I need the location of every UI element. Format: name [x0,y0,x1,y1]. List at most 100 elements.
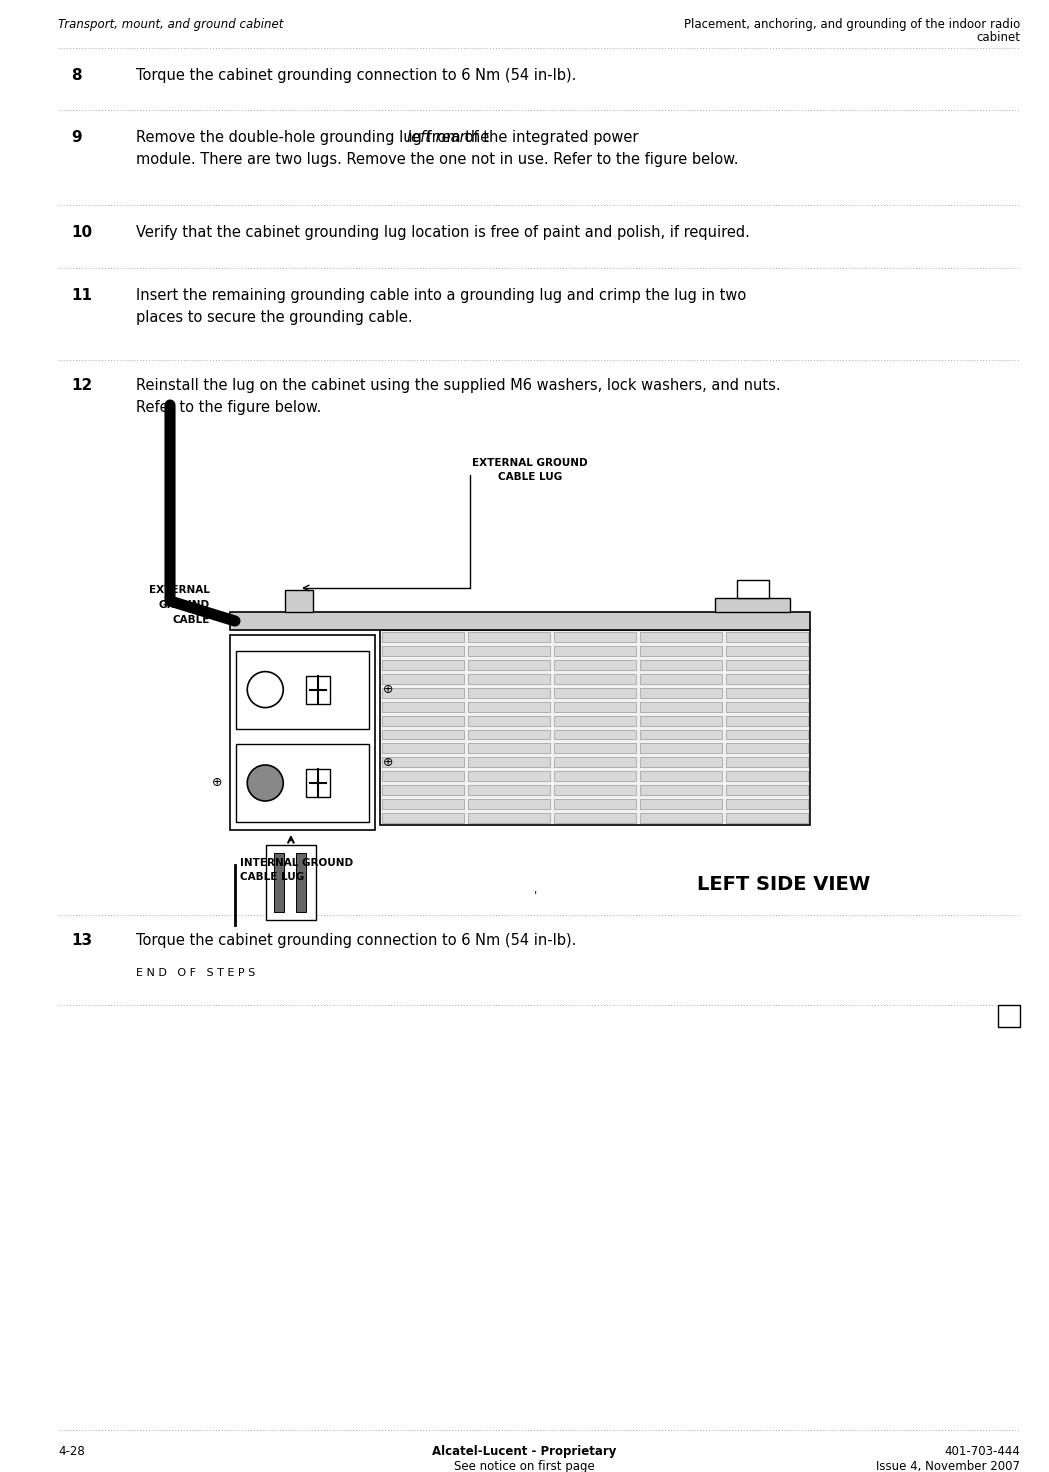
Bar [285,590,313,612]
Bar [382,771,464,782]
Bar [998,1005,1020,1027]
Bar [640,771,722,782]
Text: Remove the double-hole grounding lug from the left rear of the integrated power: Remove the double-hole grounding lug fro… [136,130,731,146]
Bar [382,813,464,823]
Bar [640,687,722,698]
Bar [380,630,810,824]
Text: places to secure the grounding cable.: places to secure the grounding cable. [136,311,413,325]
Text: CABLE: CABLE [173,615,210,626]
Text: Issue 4, November 2007: Issue 4, November 2007 [876,1460,1020,1472]
Text: ˈ: ˈ [533,891,537,902]
Text: 8: 8 [71,68,82,82]
Text: 401-703-444: 401-703-444 [944,1446,1020,1457]
Text: EXTERNAL GROUND: EXTERNAL GROUND [472,458,587,468]
Bar [382,687,464,698]
Text: of the integrated power: of the integrated power [459,130,638,146]
Bar [737,580,769,598]
Text: E N D   O F   S T E P S: E N D O F S T E P S [136,969,256,977]
Bar [468,785,550,795]
Bar [236,743,369,821]
Text: Insert the remaining grounding cable into a grounding lug and crimp the lug in t: Insert the remaining grounding cable int… [136,289,747,303]
Bar [640,702,722,711]
Bar [382,758,464,767]
Text: EXTERNAL: EXTERNAL [149,584,210,595]
Bar [236,651,369,729]
Text: 13: 13 [71,933,92,948]
Bar [554,730,636,739]
Text: 11: 11 [71,289,92,303]
Bar [468,758,550,767]
Bar [274,852,284,913]
Bar [382,659,464,670]
Bar [468,813,550,823]
Bar [554,646,636,657]
Bar [554,743,636,754]
Bar [640,646,722,657]
Bar [726,646,808,657]
Bar [726,813,808,823]
Bar [640,715,722,726]
Bar [468,674,550,683]
Bar [554,813,636,823]
Bar [468,743,550,754]
Bar [230,634,374,830]
Text: Refer to the figure below.: Refer to the figure below. [136,400,322,415]
Text: Torque the cabinet grounding connection to 6 Nm (54 in-lb).: Torque the cabinet grounding connection … [136,933,577,948]
Text: Transport, mount, and ground cabinet: Transport, mount, and ground cabinet [58,18,283,31]
Bar [554,631,636,642]
Bar [726,715,808,726]
Bar [726,785,808,795]
Text: See notice on first page: See notice on first page [454,1460,595,1472]
Bar [382,646,464,657]
Bar [640,758,722,767]
Bar [554,674,636,683]
Bar [554,715,636,726]
Bar [468,771,550,782]
Text: Alcatel-Lucent - Proprietary: Alcatel-Lucent - Proprietary [432,1446,617,1457]
Bar [382,715,464,726]
Bar [382,631,464,642]
Bar [640,785,722,795]
Bar [230,612,810,630]
Bar [382,702,464,711]
Bar [468,646,550,657]
Bar [640,813,722,823]
Bar [554,771,636,782]
Bar [554,702,636,711]
Bar [640,631,722,642]
Text: ⊕: ⊕ [212,777,222,789]
Bar [726,702,808,711]
Circle shape [248,671,283,708]
Bar [468,659,550,670]
Bar [554,687,636,698]
Bar [306,676,330,704]
Bar [726,674,808,683]
Bar [468,715,550,726]
Bar [382,730,464,739]
Bar [726,758,808,767]
Bar [726,799,808,810]
Text: LEFT SIDE VIEW: LEFT SIDE VIEW [697,874,870,894]
Text: CABLE LUG: CABLE LUG [498,473,562,481]
Text: INTERNAL GROUND: INTERNAL GROUND [240,858,354,868]
Circle shape [248,765,283,801]
Text: GROUND: GROUND [158,601,210,609]
Bar [468,687,550,698]
Bar [265,845,316,920]
Bar [468,799,550,810]
Text: CABLE LUG: CABLE LUG [240,871,304,882]
Bar [640,799,722,810]
Text: 12: 12 [71,378,92,393]
Text: cabinet: cabinet [976,31,1020,44]
Bar [306,768,330,796]
Bar [382,743,464,754]
Bar [640,659,722,670]
Text: Torque the cabinet grounding connection to 6 Nm (54 in-lb).: Torque the cabinet grounding connection … [136,68,577,82]
Bar [715,598,790,612]
Bar [554,799,636,810]
Text: ⊕: ⊕ [383,683,393,696]
Bar [640,743,722,754]
Bar [468,730,550,739]
Bar [468,702,550,711]
Bar [726,631,808,642]
